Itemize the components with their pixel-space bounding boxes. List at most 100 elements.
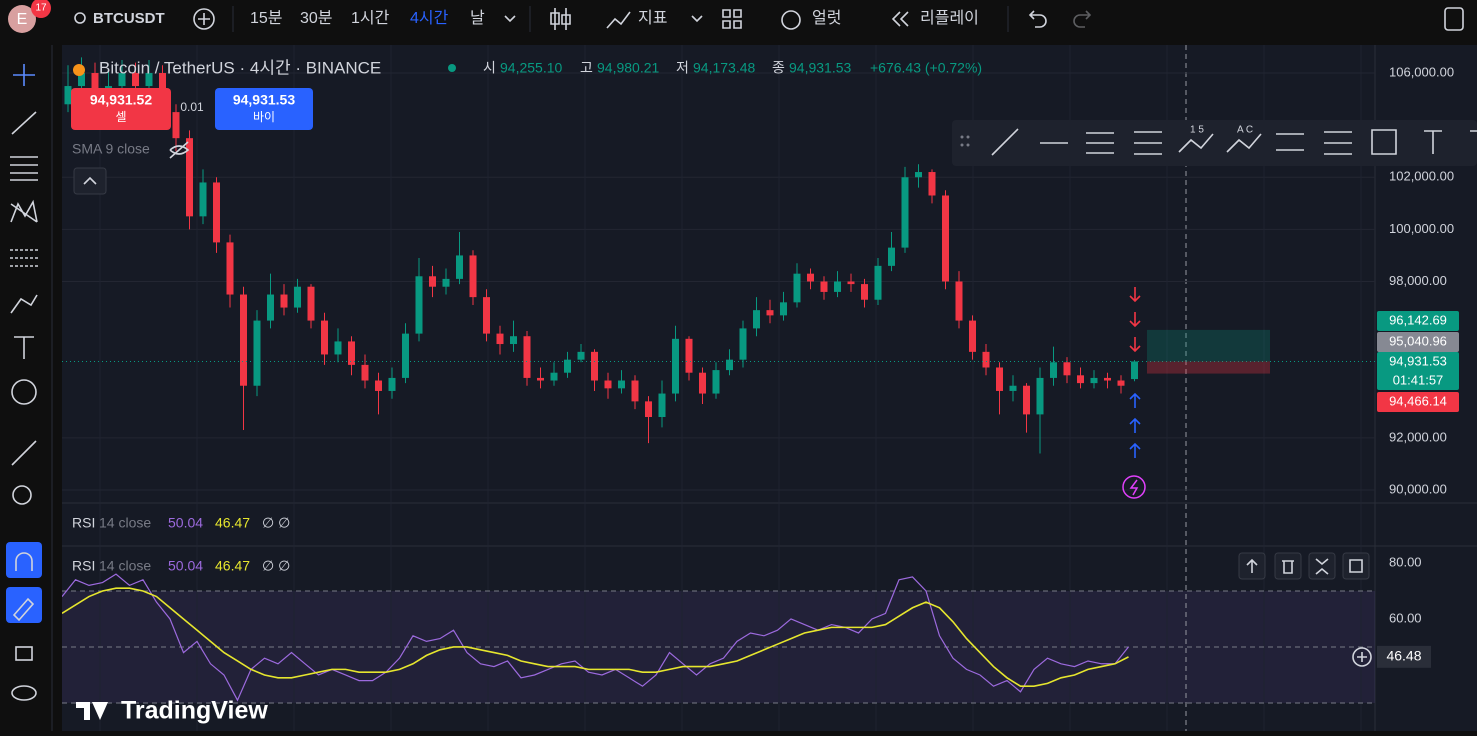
candle-body xyxy=(402,334,409,378)
candle-body xyxy=(281,295,288,308)
tool-magnet[interactable] xyxy=(6,542,42,578)
candle-body xyxy=(240,295,247,386)
symbol[interactable]: BTCUSDT xyxy=(93,10,165,27)
grip xyxy=(961,144,964,147)
coin-icon xyxy=(73,64,85,76)
interval[interactable]: 4시간 xyxy=(410,9,449,27)
candle-body xyxy=(213,182,220,242)
rsi-value: 50.04 xyxy=(168,515,203,531)
y-tick-label: 80.00 xyxy=(1389,554,1422,569)
rsi-extra: ∅ ∅ xyxy=(262,515,290,531)
candle-body xyxy=(834,281,841,291)
candle-body xyxy=(443,279,450,287)
high-value: 94,980.21 xyxy=(597,60,659,76)
interval[interactable]: 15분 xyxy=(250,10,283,27)
candle-body xyxy=(699,373,706,394)
interval[interactable]: 1시간 xyxy=(351,9,390,27)
change: +676.43 (+0.72%) xyxy=(870,60,982,76)
candle-body xyxy=(686,339,693,373)
candle-body xyxy=(645,401,652,417)
collapse-legend[interactable] xyxy=(74,168,106,194)
low-value: 94,173.48 xyxy=(693,60,755,76)
candle-body xyxy=(1131,361,1138,379)
grip xyxy=(967,144,970,147)
countdown: 01:41:57 xyxy=(1393,372,1444,387)
candle-body xyxy=(321,321,328,355)
market-status xyxy=(448,64,456,72)
badge-count: 17 xyxy=(35,3,47,14)
candle-body xyxy=(767,310,774,315)
candle-body xyxy=(578,352,585,360)
fib-label: 1 5 xyxy=(1190,125,1204,136)
candle-body xyxy=(551,373,558,381)
price-tag-label: 95,040.96 xyxy=(1389,333,1447,348)
grip xyxy=(967,136,970,139)
candle-body xyxy=(308,287,315,321)
interval[interactable]: 30분 xyxy=(300,10,333,27)
candle-body xyxy=(497,334,504,344)
candle-body xyxy=(780,302,787,315)
candle-body xyxy=(942,195,949,281)
delete-pane[interactable] xyxy=(1275,553,1301,579)
candle-body xyxy=(983,352,990,368)
rsi-ma-value: 46.47 xyxy=(215,515,250,531)
y-tick-label: 92,000.00 xyxy=(1389,429,1447,444)
candle-body xyxy=(821,281,828,291)
candle-body xyxy=(956,281,963,320)
y-tick-label: 90,000.00 xyxy=(1389,481,1447,496)
candle-body xyxy=(173,112,180,138)
candle-body xyxy=(470,255,477,297)
candle-body xyxy=(416,276,423,333)
candle-body xyxy=(726,360,733,370)
tool-lock-draw[interactable] xyxy=(6,587,42,623)
candle-body xyxy=(537,378,544,381)
maximize-pane[interactable] xyxy=(1309,553,1335,579)
rsi-name: RSI xyxy=(72,558,95,574)
rsi-params: 14 close xyxy=(99,515,151,531)
candle-body xyxy=(1037,378,1044,414)
candle-body xyxy=(348,341,355,364)
candle-body xyxy=(618,381,625,389)
sell-label: 셀 xyxy=(115,110,126,124)
candle-body xyxy=(1050,362,1057,378)
candle-body xyxy=(294,287,301,308)
candle-body xyxy=(510,336,517,344)
candle-body xyxy=(875,266,882,300)
sell-price: 94,931.52 xyxy=(90,92,152,108)
grip xyxy=(961,136,964,139)
candle-body xyxy=(1118,381,1125,386)
candle-body xyxy=(483,297,490,333)
open-label: 시 xyxy=(483,60,496,76)
candle-body xyxy=(929,172,936,195)
low-label: 저 xyxy=(676,60,689,76)
position-profit xyxy=(1147,330,1270,362)
rsi-name: RSI xyxy=(72,515,95,531)
interval[interactable]: 날 xyxy=(470,9,485,27)
candle-body xyxy=(713,370,720,393)
close-value: 94,931.53 xyxy=(789,60,851,76)
open-value: 94,255.10 xyxy=(500,60,562,76)
replay[interactable]: 리플레이 xyxy=(920,9,979,27)
candle-body xyxy=(753,310,760,328)
candle-body xyxy=(200,182,207,216)
alert[interactable]: 얼럿 xyxy=(812,9,841,27)
indicators[interactable]: 지표 xyxy=(638,9,667,27)
y-tick-label: 60.00 xyxy=(1389,610,1422,625)
candle-body xyxy=(996,367,1003,390)
rsi-ma-value: 46.47 xyxy=(215,558,250,574)
candle-body xyxy=(227,242,234,294)
candle-body xyxy=(861,284,868,300)
candle-body xyxy=(362,365,369,381)
avatar-letter: E xyxy=(17,11,28,28)
candle-body xyxy=(335,341,342,354)
candle-body xyxy=(267,295,274,321)
drawing-toolbar xyxy=(952,120,1477,166)
candle-body xyxy=(848,281,855,284)
pattern-label: A C xyxy=(1237,125,1253,136)
restore-pane[interactable] xyxy=(1343,553,1369,579)
logo: TradingView xyxy=(121,697,268,725)
close-label: 종 xyxy=(772,60,785,76)
rsi-extra: ∅ ∅ xyxy=(262,558,290,574)
